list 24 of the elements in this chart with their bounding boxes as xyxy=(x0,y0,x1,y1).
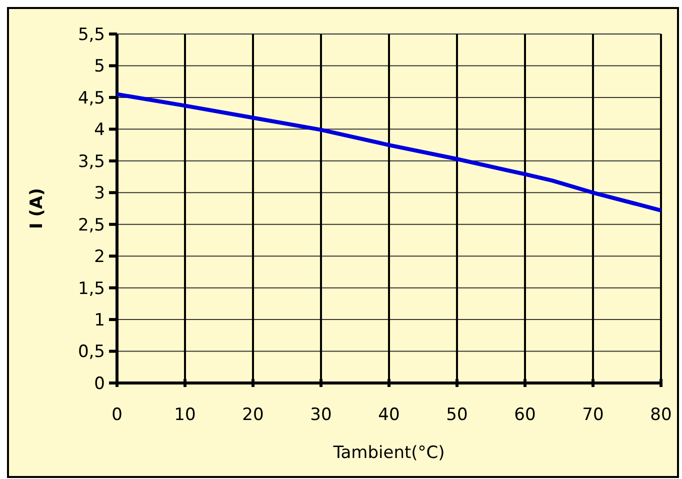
y-tick-label: 1 xyxy=(94,310,105,330)
line-series xyxy=(115,92,663,212)
y-axis-title: I (A) xyxy=(27,188,47,229)
x-tick-label: 50 xyxy=(446,405,468,425)
y-tick-label: 5,5 xyxy=(78,24,105,45)
x-tick-label: 60 xyxy=(514,405,536,425)
x-axis-title: Tambient(°C) xyxy=(332,443,445,463)
x-tick-label: 10 xyxy=(174,405,196,425)
y-tick-label: 2 xyxy=(94,247,105,268)
y-tick-label: 3 xyxy=(94,184,105,204)
x-tick-label: 80 xyxy=(650,405,672,425)
y-tick-label: 3,5 xyxy=(78,152,105,172)
y-tick-label: 0,5 xyxy=(78,342,105,362)
y-tick-label: 4 xyxy=(94,120,105,140)
x-tick-label: 0 xyxy=(112,405,122,425)
x-tick-label: 30 xyxy=(310,405,332,425)
y-tick-label: 2,5 xyxy=(78,215,105,236)
x-tick-label: 70 xyxy=(582,405,604,425)
y-tick-label: 5 xyxy=(94,56,105,77)
x-tick-label: 40 xyxy=(378,405,400,425)
y-tick-label: 0 xyxy=(94,374,105,394)
x-tick-label: 20 xyxy=(242,405,264,425)
y-tick-label: 1,5 xyxy=(78,278,105,299)
y-tick-label: 4,5 xyxy=(78,88,105,108)
